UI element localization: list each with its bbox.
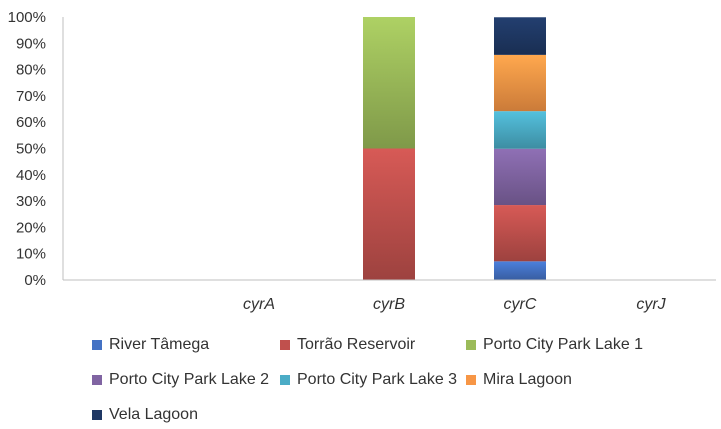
bar-segment-cyrC-6 [494,17,546,55]
y-tick-label: 50% [16,141,46,158]
axes-layer [62,17,716,281]
bar-segment-cyrB-2 [363,17,415,149]
bars-layer [363,17,546,280]
y-tick-label: 40% [16,167,46,184]
y-tick-label: 60% [16,114,46,131]
x-category-labels: cyrA cyrB cyrC cyrJ [243,296,667,313]
y-tick-label: 20% [16,219,46,236]
y-tick-label: 30% [16,193,46,210]
x-category-label: cyrB [373,296,405,313]
x-category-label: cyrA [243,296,275,313]
x-category-label: cyrJ [636,296,666,313]
bar-segment-cyrB-1 [363,148,415,280]
x-category-label: cyrC [504,296,537,313]
y-tick-labels: 0% 10% 20% 30% 40% 50% 60% 70% 80% 90% 100% [8,9,46,289]
y-tick-label: 10% [16,246,46,263]
bar-segment-cyrC-3 [494,148,546,206]
bar-segment-cyrC-4 [494,111,546,149]
y-tick-label: 70% [16,88,46,105]
y-tick-label: 80% [16,62,46,79]
bar-segment-cyrC-1 [494,205,546,262]
y-tick-label: 0% [24,272,46,289]
bar-segment-cyrC-5 [494,54,546,112]
y-tick-label: 100% [8,9,46,26]
y-tick-label: 90% [16,35,46,52]
bar-segment-cyrC-0 [494,261,546,280]
